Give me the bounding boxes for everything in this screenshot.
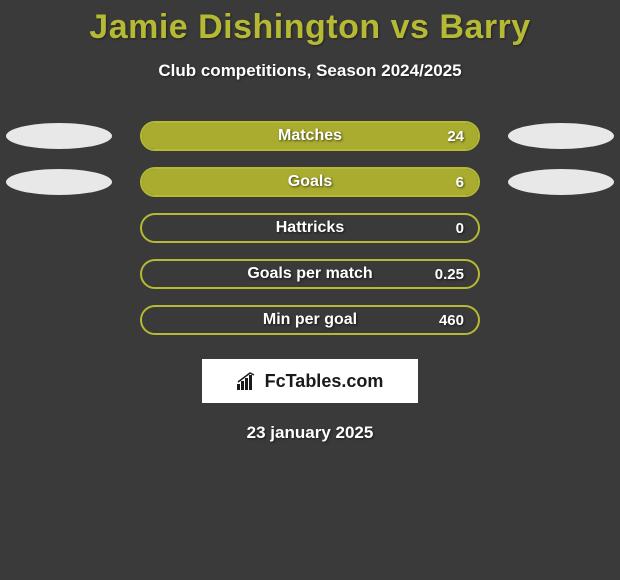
stat-row: Matches24 bbox=[0, 121, 620, 151]
stat-value: 24 bbox=[447, 128, 464, 145]
stat-bar: Goals per match0.25 bbox=[140, 259, 480, 289]
stat-row: Goals per match0.25 bbox=[0, 259, 620, 289]
brand-box: FcTables.com bbox=[202, 359, 418, 403]
stat-value: 6 bbox=[456, 174, 464, 191]
stat-label: Hattricks bbox=[142, 219, 478, 237]
stat-label: Goals bbox=[142, 173, 478, 191]
stat-label: Goals per match bbox=[142, 265, 478, 283]
stat-value: 0 bbox=[456, 220, 464, 237]
stat-label: Matches bbox=[142, 127, 478, 145]
chart-icon bbox=[237, 372, 259, 390]
stat-bar: Matches24 bbox=[140, 121, 480, 151]
stat-row: Goals6 bbox=[0, 167, 620, 197]
stat-row: Hattricks0 bbox=[0, 213, 620, 243]
left-ellipse bbox=[6, 169, 112, 195]
right-ellipse bbox=[508, 169, 614, 195]
stat-bar: Min per goal460 bbox=[140, 305, 480, 335]
stat-bar: Hattricks0 bbox=[140, 213, 480, 243]
date-line: 23 january 2025 bbox=[0, 423, 620, 443]
stat-value: 0.25 bbox=[435, 266, 464, 283]
page-subtitle: Club competitions, Season 2024/2025 bbox=[0, 61, 620, 81]
brand-text: FcTables.com bbox=[265, 371, 384, 392]
stat-label: Min per goal bbox=[142, 311, 478, 329]
stat-bar: Goals6 bbox=[140, 167, 480, 197]
right-ellipse bbox=[508, 123, 614, 149]
left-ellipse bbox=[6, 123, 112, 149]
stats-container: Matches24 Goals6 Hattricks0 Goals per match… bbox=[0, 121, 620, 335]
stat-row: Min per goal460 bbox=[0, 305, 620, 335]
stat-value: 460 bbox=[439, 312, 464, 329]
page-title: Jamie Dishington vs Barry bbox=[0, 0, 620, 47]
